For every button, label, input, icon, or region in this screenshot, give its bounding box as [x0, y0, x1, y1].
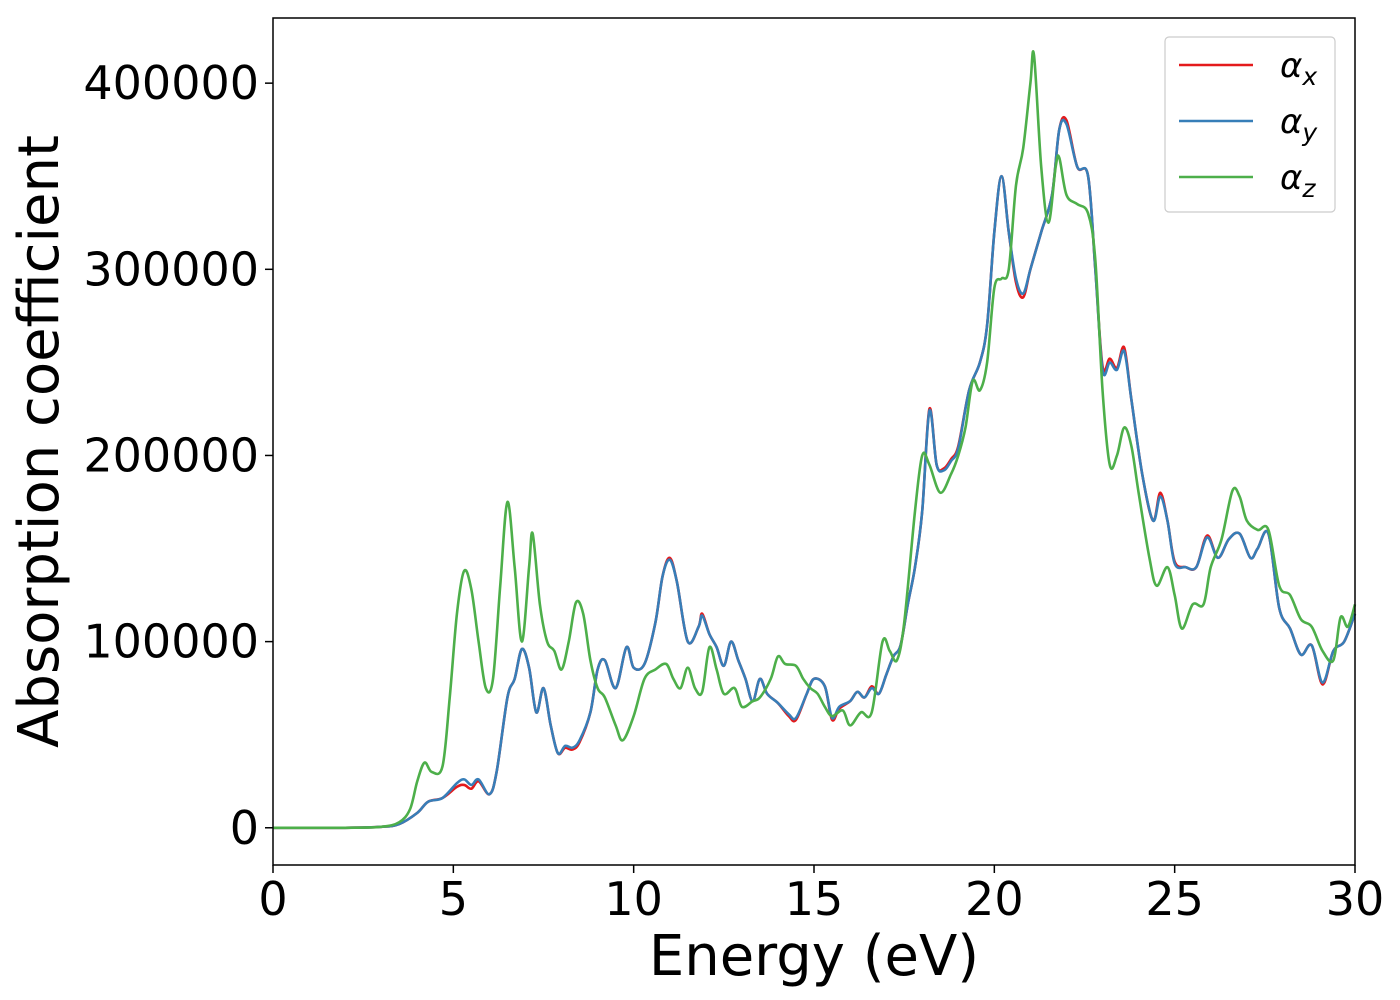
x-tick-label: 10	[604, 872, 663, 926]
legend-label-x: αx	[1280, 46, 1317, 91]
x-tick-label: 5	[439, 872, 468, 926]
x-axis-title: Energy (eV)	[649, 924, 979, 989]
series-line-z	[272, 50, 1357, 830]
x-tick-label: 15	[785, 872, 844, 926]
x-tick-label: 20	[965, 872, 1024, 926]
y-tick-label: 400000	[83, 56, 259, 110]
x-tick-label: 0	[258, 872, 287, 926]
y-tick-label: 300000	[83, 242, 259, 296]
series-line-y	[272, 118, 1357, 830]
ticks-layer: 0 5 10 15 20 25 30 0 100000 200000 300000 400000	[83, 56, 1384, 926]
x-tick-label: 25	[1145, 872, 1204, 926]
y-tick-label: 0	[230, 801, 259, 855]
legend-box	[1164, 36, 1336, 213]
series-layer	[272, 50, 1357, 830]
y-tick-label: 100000	[83, 615, 259, 669]
series-line-x	[272, 116, 1357, 830]
y-axis-title: Absorption coefficient	[7, 135, 72, 748]
x-tick-label: 30	[1326, 872, 1385, 926]
y-tick-label: 200000	[83, 428, 259, 482]
